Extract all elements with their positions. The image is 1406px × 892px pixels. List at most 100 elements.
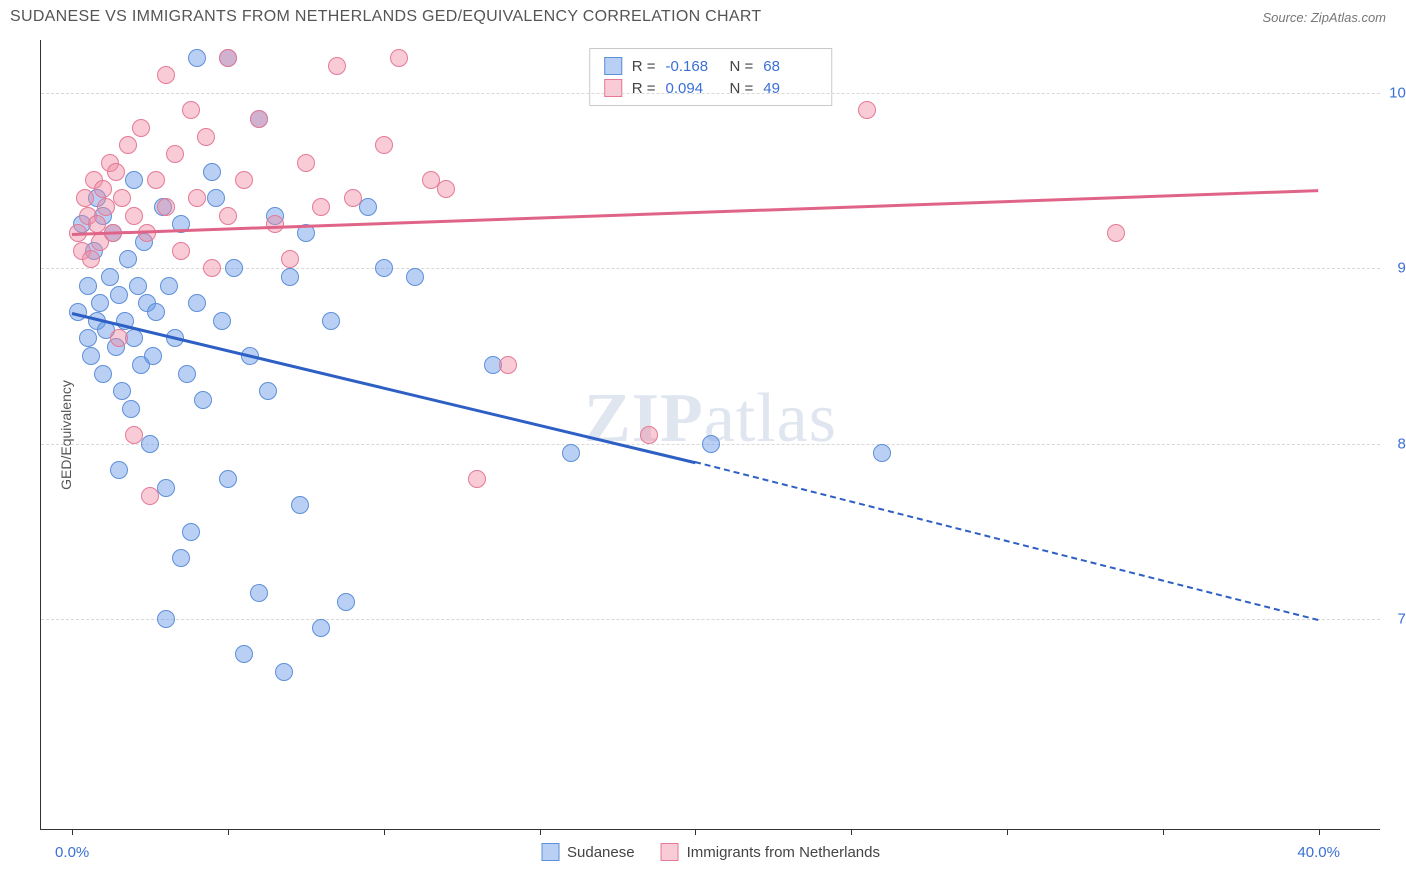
data-point-a [337,593,355,611]
data-point-a [144,347,162,365]
gridline-h [41,93,1380,94]
data-point-b [312,198,330,216]
x-tick-mark [1163,829,1164,835]
y-tick-label: 90.0% [1397,260,1406,277]
data-point-a [225,259,243,277]
y-axis-label: GED/Equivalency [58,380,74,490]
data-point-b [219,207,237,225]
legend-item-netherlands: Immigrants from Netherlands [661,843,880,861]
data-point-a [110,286,128,304]
data-point-a [562,444,580,462]
data-point-a [101,268,119,286]
data-point-a [147,303,165,321]
x-tick-mark [72,829,73,835]
data-point-a [275,663,293,681]
data-point-b [188,189,206,207]
data-point-a [359,198,377,216]
data-point-b [375,136,393,154]
data-point-b [266,215,284,233]
series-legend: Sudanese Immigrants from Netherlands [541,843,880,861]
x-tick-mark [1007,829,1008,835]
data-point-b [166,145,184,163]
data-point-a [157,479,175,497]
r-label: R = [632,58,656,75]
data-point-a [122,400,140,418]
n-label: N = [730,80,754,97]
data-point-a [79,329,97,347]
data-point-b [640,426,658,444]
data-point-a [873,444,891,462]
data-point-b [157,66,175,84]
data-point-a [182,523,200,541]
data-point-a [203,163,221,181]
data-point-a [213,312,231,330]
data-point-b [235,171,253,189]
data-point-b [94,180,112,198]
data-point-b [132,119,150,137]
data-point-b [125,207,143,225]
data-point-a [188,49,206,67]
data-point-a [94,365,112,383]
x-tick-label: 0.0% [55,844,89,861]
data-point-a [113,382,131,400]
data-point-b [297,154,315,172]
data-point-a [79,277,97,295]
data-point-a [312,619,330,637]
data-point-b [219,49,237,67]
data-point-a [219,470,237,488]
trend-line-b [72,189,1319,236]
data-point-a [119,250,137,268]
data-point-b [147,171,165,189]
data-point-a [702,435,720,453]
r-value-sudanese: -0.168 [666,58,720,75]
data-point-b [82,250,100,268]
legend-label-sudanese: Sudanese [567,844,635,861]
data-point-a [157,610,175,628]
data-point-a [250,584,268,602]
legend-row-sudanese: R = -0.168 N = 68 [604,55,818,77]
data-point-a [125,329,143,347]
x-tick-mark [695,829,696,835]
data-point-b [113,189,131,207]
data-point-a [178,365,196,383]
data-point-a [91,294,109,312]
data-point-a [141,435,159,453]
x-tick-mark [540,829,541,835]
y-tick-label: 100.0% [1389,84,1406,101]
x-tick-mark [228,829,229,835]
data-point-a [110,461,128,479]
r-label: R = [632,80,656,97]
data-point-b [172,242,190,260]
x-tick-mark [384,829,385,835]
y-tick-label: 70.0% [1397,611,1406,628]
gridline-h [41,619,1380,620]
data-point-a [235,645,253,663]
data-point-b [107,163,125,181]
swatch-netherlands [604,79,622,97]
data-point-a [82,347,100,365]
n-label: N = [730,58,754,75]
data-point-b [76,189,94,207]
data-point-a [291,496,309,514]
correlation-legend: R = -0.168 N = 68 R = 0.094 N = 49 [589,48,833,106]
x-tick-mark [1319,829,1320,835]
data-point-a [129,277,147,295]
trend-line-a [72,312,696,464]
data-point-b [250,110,268,128]
data-point-b [328,57,346,75]
chart-title: SUDANESE VS IMMIGRANTS FROM NETHERLANDS … [10,8,762,26]
y-tick-label: 80.0% [1397,435,1406,452]
data-point-a [322,312,340,330]
n-value-sudanese: 68 [763,58,817,75]
data-point-a [125,171,143,189]
data-point-a [207,189,225,207]
data-point-a [172,549,190,567]
legend-label-netherlands: Immigrants from Netherlands [687,844,880,861]
data-point-b [390,49,408,67]
data-point-b [499,356,517,374]
swatch-netherlands [661,843,679,861]
data-point-a [194,391,212,409]
x-tick-label: 40.0% [1297,844,1340,861]
data-point-b [1107,224,1125,242]
data-point-b [182,101,200,119]
